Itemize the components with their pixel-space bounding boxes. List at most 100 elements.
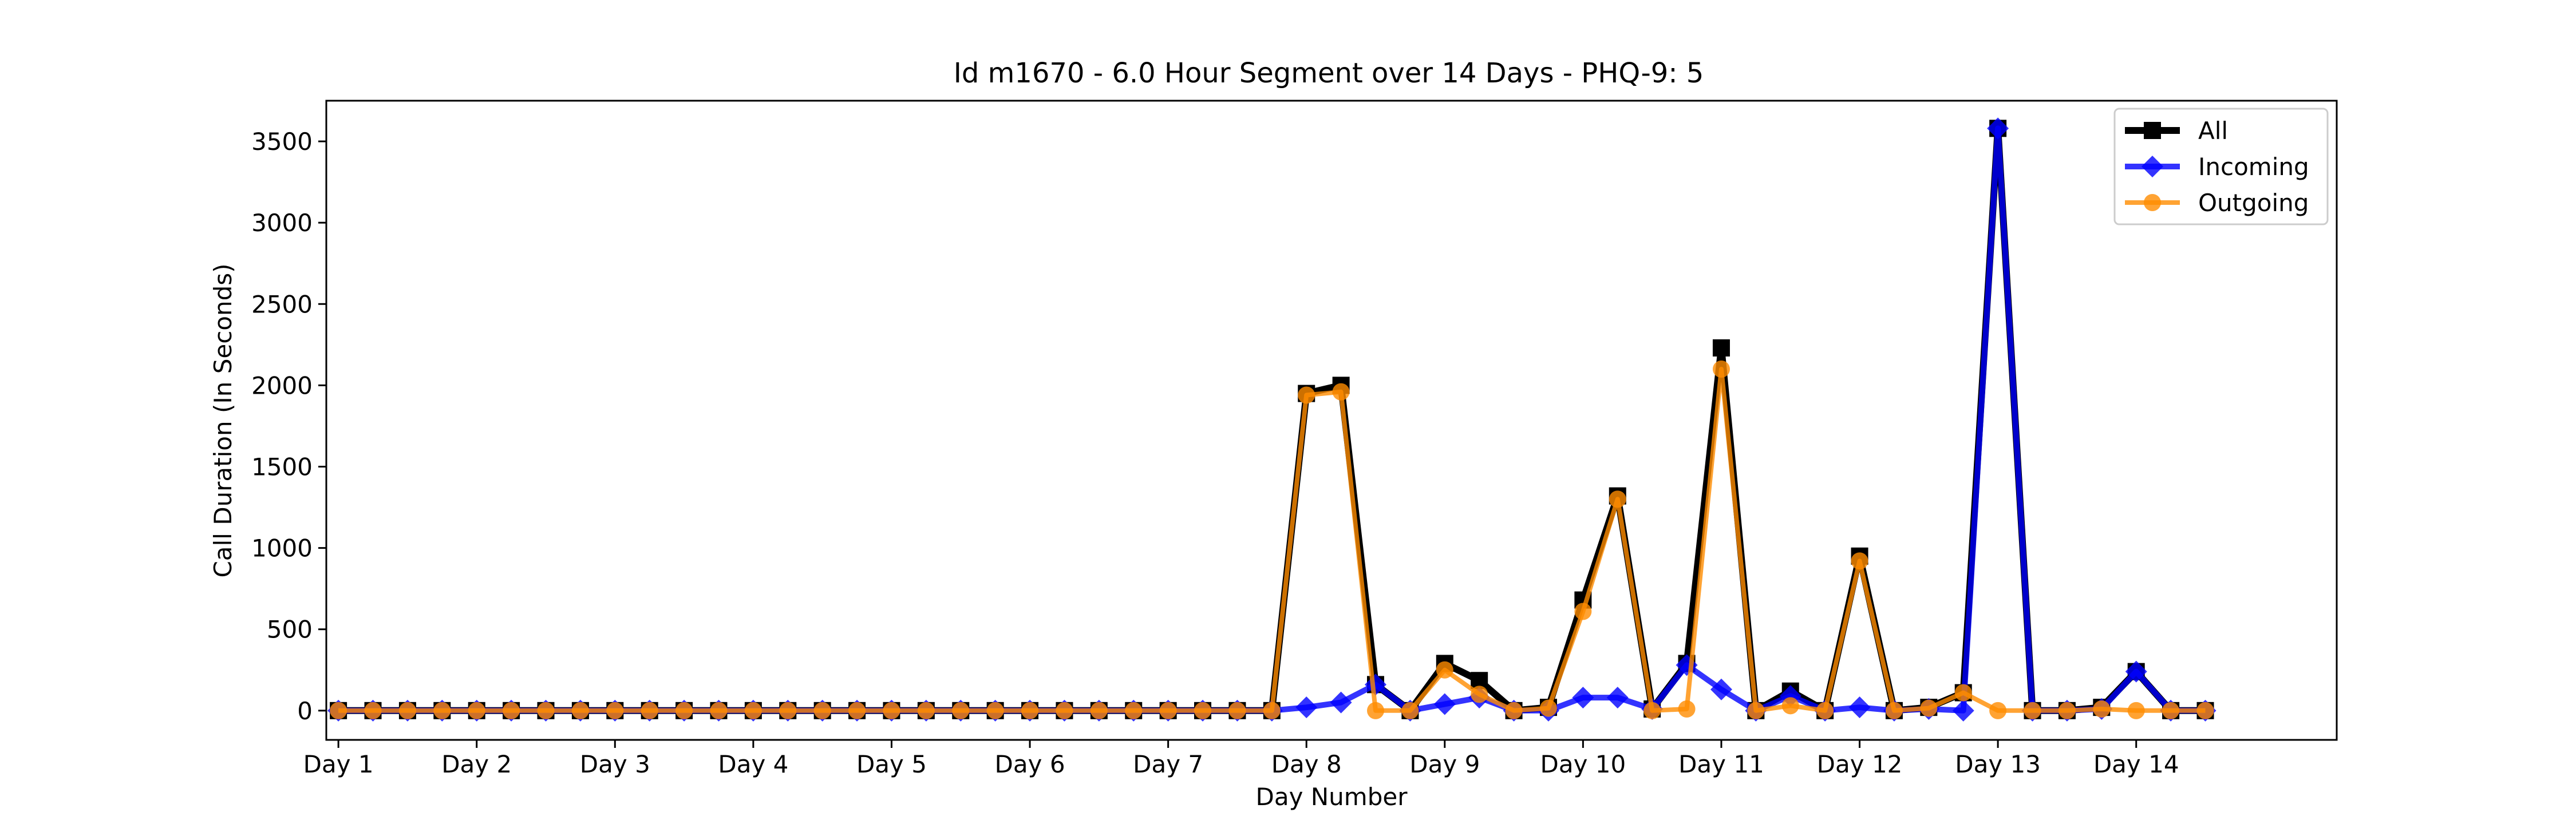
y-tick-label-0: 0 xyxy=(297,697,313,725)
data-point-outgoing-46 xyxy=(1920,699,1938,717)
data-point-outgoing-26 xyxy=(1228,702,1246,719)
data-point-outgoing-51 xyxy=(2093,700,2111,718)
x-tick-label-12: Day 13 xyxy=(1955,750,2041,778)
data-point-outgoing-31 xyxy=(1401,702,1419,719)
data-point-outgoing-14 xyxy=(813,702,831,719)
data-point-outgoing-45 xyxy=(1885,702,1903,719)
data-point-outgoing-48 xyxy=(1989,702,2007,719)
data-point-outgoing-1 xyxy=(364,702,382,719)
data-point-outgoing-42 xyxy=(1781,697,1799,715)
data-point-incoming-36 xyxy=(1572,687,1594,709)
legend: All Incoming Outgoing xyxy=(2113,108,2329,225)
x-tick-label-2: Day 3 xyxy=(580,750,650,778)
series-all xyxy=(330,120,2214,719)
data-point-outgoing-6 xyxy=(537,702,555,719)
y-tick-label-4: 2000 xyxy=(251,371,313,399)
axes: 0 500 1000 1500 2000 2500 3000 3500 Day 1 Day 2 Da… xyxy=(251,128,2179,778)
data-point-outgoing-5 xyxy=(503,702,520,719)
data-point-outgoing-47 xyxy=(1954,684,1972,702)
data-point-outgoing-41 xyxy=(1747,702,1765,719)
data-point-outgoing-28 xyxy=(1298,386,1315,404)
data-point-outgoing-7 xyxy=(571,702,589,719)
x-tick-label-9: Day 10 xyxy=(1540,750,1626,778)
data-point-outgoing-44 xyxy=(1851,552,1868,570)
data-point-outgoing-4 xyxy=(468,702,485,719)
data-point-outgoing-37 xyxy=(1609,490,1626,508)
data-point-outgoing-30 xyxy=(1367,702,1385,719)
data-point-incoming-29 xyxy=(1330,691,1352,714)
x-axis-label: Day Number xyxy=(1255,783,1408,811)
data-point-outgoing-50 xyxy=(2058,702,2076,719)
plot-frame xyxy=(325,100,2338,741)
data-point-outgoing-9 xyxy=(641,702,658,719)
x-tick-label-1: Day 2 xyxy=(441,750,512,778)
y-tick-label-7: 3500 xyxy=(251,128,313,156)
y-tick-label-5: 2500 xyxy=(251,290,313,318)
series-incoming xyxy=(327,117,2217,722)
data-point-outgoing-18 xyxy=(952,702,970,719)
x-tick-label-3: Day 4 xyxy=(718,750,788,778)
y-axis-label: Call Duration (In Seconds) xyxy=(209,263,237,577)
data-point-outgoing-54 xyxy=(2196,702,2214,719)
series-line-incoming xyxy=(338,125,2206,714)
data-point-outgoing-0 xyxy=(330,702,347,719)
data-point-outgoing-3 xyxy=(433,702,451,719)
data-point-outgoing-40 xyxy=(1712,360,1730,378)
data-point-outgoing-16 xyxy=(883,702,900,719)
data-point-outgoing-34 xyxy=(1505,702,1523,719)
data-point-outgoing-2 xyxy=(398,702,416,719)
data-point-outgoing-49 xyxy=(2024,702,2041,719)
x-tick-label-6: Day 7 xyxy=(1133,750,1203,778)
legend-marker-outgoing xyxy=(2144,194,2161,211)
y-tick-label-1: 500 xyxy=(267,616,313,644)
data-point-outgoing-38 xyxy=(1643,702,1661,719)
data-point-outgoing-35 xyxy=(1539,699,1557,717)
data-point-outgoing-17 xyxy=(917,702,935,719)
data-point-all-40 xyxy=(1712,339,1730,357)
data-point-outgoing-24 xyxy=(1159,702,1177,719)
data-point-incoming-52 xyxy=(2125,660,2147,683)
data-point-incoming-40 xyxy=(1710,678,1732,700)
y-tick-label-2: 1000 xyxy=(251,534,313,562)
data-point-outgoing-21 xyxy=(1056,702,1073,719)
x-tick-label-11: Day 12 xyxy=(1817,750,1903,778)
y-tick-label-6: 3000 xyxy=(251,209,313,237)
data-point-outgoing-13 xyxy=(779,702,797,719)
series-lines xyxy=(327,117,2217,722)
data-point-outgoing-15 xyxy=(848,702,866,719)
x-tick-label-5: Day 6 xyxy=(995,750,1065,778)
series-outgoing xyxy=(330,360,2214,719)
data-point-outgoing-29 xyxy=(1332,383,1350,401)
data-point-outgoing-23 xyxy=(1125,702,1143,719)
legend-box xyxy=(2113,108,2329,225)
legend-marker-all xyxy=(2144,122,2161,139)
data-point-outgoing-12 xyxy=(744,702,762,719)
data-point-outgoing-39 xyxy=(1678,700,1696,718)
data-point-outgoing-20 xyxy=(1021,702,1039,719)
data-point-outgoing-22 xyxy=(1090,702,1108,719)
data-point-incoming-28 xyxy=(1295,696,1318,719)
x-tick-label-4: Day 5 xyxy=(856,750,927,778)
data-point-outgoing-8 xyxy=(606,702,624,719)
data-point-outgoing-36 xyxy=(1574,603,1592,620)
data-point-outgoing-32 xyxy=(1436,661,1453,679)
x-tick-label-7: Day 8 xyxy=(1271,750,1342,778)
data-point-incoming-37 xyxy=(1606,687,1629,709)
legend-label-incoming: Incoming xyxy=(2198,153,2309,181)
x-tick-label-8: Day 9 xyxy=(1409,750,1480,778)
data-point-outgoing-27 xyxy=(1263,702,1281,719)
data-point-outgoing-25 xyxy=(1194,702,1212,719)
series-line-outgoing xyxy=(338,367,2206,713)
legend-label-outgoing: Outgoing xyxy=(2198,189,2309,217)
data-point-outgoing-52 xyxy=(2127,702,2145,719)
y-tick-label-3: 1500 xyxy=(251,453,313,481)
data-point-incoming-48 xyxy=(1987,117,2009,140)
x-tick-label-13: Day 14 xyxy=(2093,750,2179,778)
x-tick-label-10: Day 11 xyxy=(1678,750,1764,778)
data-point-outgoing-11 xyxy=(710,702,728,719)
data-point-incoming-32 xyxy=(1433,693,1456,715)
legend-marker-incoming xyxy=(2142,156,2163,177)
legend-label-all: All xyxy=(2198,117,2228,145)
chart-title: Id m1670 - 6.0 Hour Segment over 14 Days… xyxy=(954,57,1704,89)
